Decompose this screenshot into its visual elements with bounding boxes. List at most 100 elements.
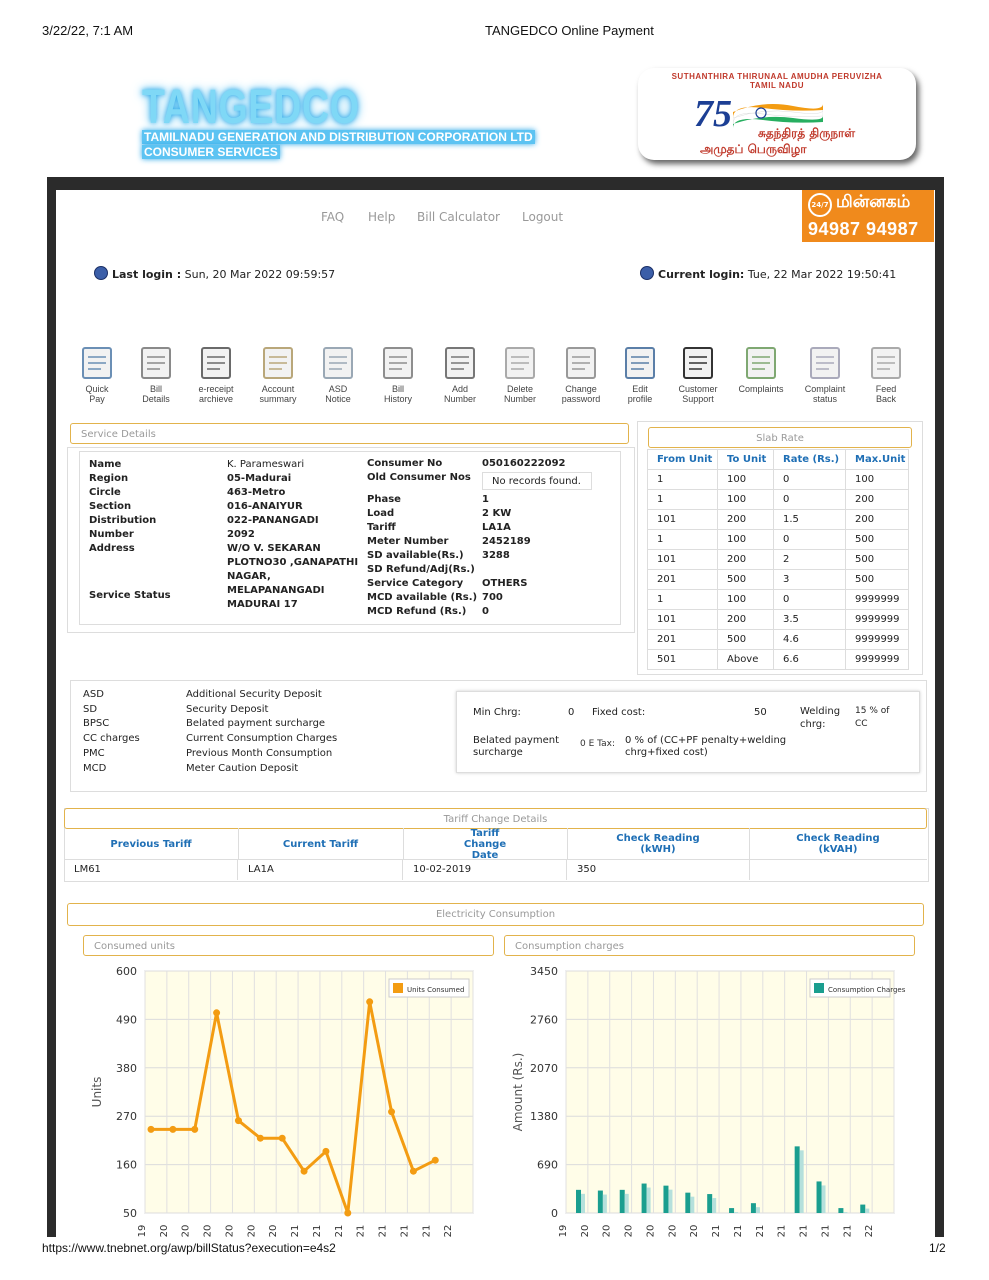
toolbar-label: Edit profile: [627, 384, 653, 404]
toolbar-customer-support[interactable]: Customer Support: [668, 344, 728, 404]
x-tick-label: 22: [864, 1225, 875, 1238]
consumed-units-header: Consumed units: [83, 935, 494, 956]
helpline-number: 94987 94987: [808, 219, 919, 239]
units-series-line: [151, 1000, 436, 1215]
bar: [576, 1189, 581, 1213]
slab-cell: 101: [647, 509, 718, 530]
toolbar-feedback[interactable]: Feed Back: [856, 344, 916, 404]
slab-row: 101 200 1.5 200: [647, 509, 909, 530]
toolbar-label: Complaint status: [804, 384, 846, 404]
x-tick-label: 21: [755, 1225, 766, 1238]
etax-label: 0 E Tax:: [580, 739, 616, 749]
bar-shadow: [821, 1185, 826, 1213]
x-tick-label: 22: [443, 1225, 454, 1238]
bar: [838, 1208, 844, 1213]
legend-label: Units Consumed: [407, 986, 464, 994]
slab-cell: 500: [845, 569, 909, 590]
legend-box: [809, 978, 891, 998]
e-receipt-icon: [198, 344, 234, 382]
nav-logout[interactable]: Logout: [522, 210, 564, 224]
slab-header-to: To Unit: [717, 449, 774, 470]
helpline-banner[interactable]: 24/7 மின்னகம் 94987 94987: [802, 190, 934, 242]
y-tick-label: 1380: [530, 1110, 558, 1123]
service-details-title: Service Details: [81, 429, 156, 440]
tariff-header-kwh: Check Reading (kWH): [567, 828, 750, 860]
last-login-value: Sun, 20 Mar 2022 09:59:57: [184, 268, 336, 281]
azadi-number: 75: [694, 93, 732, 135]
bar: [860, 1204, 866, 1213]
current-login-label: Current login:: [658, 268, 745, 281]
toolbar-add-number[interactable]: Add Number: [430, 344, 490, 404]
nav-bill-calculator[interactable]: Bill Calculator: [417, 210, 500, 224]
slab-cell: 100: [717, 489, 774, 510]
print-datetime: 3/22/22, 7:1 AM: [42, 23, 134, 38]
nav-faq[interactable]: FAQ: [321, 210, 345, 224]
bar-shadow: [690, 1196, 695, 1213]
helpline-label: மின்னகம்: [836, 192, 911, 212]
consumption-header: Electricity Consumption: [67, 903, 924, 926]
data-point: [409, 1167, 417, 1175]
toolbar-label: e-receipt archieve: [198, 384, 234, 404]
slab-row: 201 500 3 500: [647, 569, 909, 590]
toolbar-label: Add Number: [443, 384, 476, 404]
legend-descriptions: Additional Security Deposit Security Depo…: [186, 689, 338, 774]
nav-help[interactable]: Help: [368, 210, 396, 224]
toolbar-quick-pay[interactable]: Quick Pay: [67, 344, 127, 404]
toolbar-change-password[interactable]: Change password: [551, 344, 611, 404]
feedback-icon: [868, 344, 904, 382]
bar-shadow: [843, 1212, 848, 1213]
toolbar-account-summary[interactable]: Account summary: [248, 344, 308, 404]
phone-icon: 24/7: [808, 193, 832, 217]
azadi-tamil-2: அமுதப் பெருவிழா: [700, 142, 807, 156]
tariff-header-previous: Previous Tariff: [64, 828, 239, 860]
x-tick-label: 20: [268, 1225, 279, 1238]
bar-shadow: [799, 1150, 804, 1213]
welding-value: 15 % of CC: [855, 706, 890, 729]
x-tick-label: 21: [842, 1225, 853, 1238]
data-point: [366, 998, 374, 1006]
slab-cell: 4.6: [773, 629, 846, 650]
toolbar-complaints[interactable]: Complaints: [731, 344, 791, 394]
slab-cell: Above: [717, 649, 774, 670]
complaint-status-icon: [807, 344, 843, 382]
slab-row: 1 100 0 100: [647, 469, 909, 490]
toolbar-bill-history[interactable]: Bill History: [368, 344, 428, 404]
y-tick-label: 3450: [530, 965, 558, 978]
bar-shadow: [755, 1207, 760, 1213]
toolbar-edit-profile[interactable]: Edit profile: [610, 344, 670, 404]
slab-cell: 200: [845, 489, 909, 510]
logo-subtitle-1: TAMILNADU GENERATION AND DISTRIBUTION CO…: [142, 130, 535, 144]
toolbar-asd-notice[interactable]: ASD Notice: [308, 344, 368, 404]
toolbar-label: ASD Notice: [325, 384, 351, 404]
x-tick-label: 21: [399, 1225, 410, 1238]
bar: [597, 1190, 603, 1213]
consumption-charges-title: Consumption charges: [515, 941, 625, 952]
slab-rate-box: [637, 421, 923, 675]
toolbar-e-receipt[interactable]: e-receipt archieve: [186, 344, 246, 404]
y-axis-label: Units: [90, 1077, 104, 1108]
slab-rate-header: Slab Rate: [648, 427, 912, 448]
edit-profile-icon: [622, 344, 658, 382]
x-tick-label: 20: [203, 1225, 214, 1238]
bar-shadow: [865, 1208, 870, 1213]
toolbar-label: Feed Back: [875, 384, 897, 404]
belated-label: Belated payment surcharge: [473, 735, 560, 758]
toolbar-complaint-status[interactable]: Complaint status: [795, 344, 855, 404]
y-tick-label: 160: [116, 1159, 137, 1172]
data-point: [169, 1125, 177, 1133]
slab-cell: 500: [845, 529, 909, 550]
x-tick-label: 21: [733, 1225, 744, 1238]
x-tick-label: 20: [667, 1225, 678, 1238]
x-tick-label: 21: [290, 1225, 301, 1238]
bar-shadow: [602, 1194, 607, 1213]
x-tick-label: 20: [624, 1225, 635, 1238]
slab-cell: 1: [647, 589, 718, 610]
toolbar-delete-number[interactable]: Delete Number: [490, 344, 550, 404]
x-tick-label: 21: [820, 1225, 831, 1238]
y-tick-label: 380: [116, 1062, 137, 1075]
service-details-box: [67, 447, 635, 633]
toolbar-label: Delete Number: [503, 384, 536, 404]
slab-cell: 1.5: [773, 509, 846, 530]
toolbar-bill-details[interactable]: Bill Details: [126, 344, 186, 404]
bar: [641, 1183, 647, 1213]
